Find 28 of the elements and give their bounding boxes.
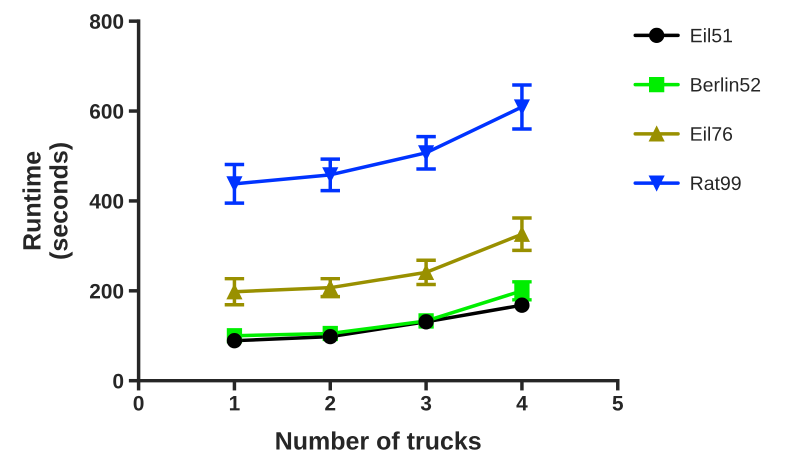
y-tick-label: 800 [90,14,124,29]
legend-label: Rat99 [691,176,741,190]
x-tick-label: 3 [420,396,432,411]
y-tick-label: 400 [90,194,124,209]
point [418,145,434,160]
point [226,176,242,192]
y-tick-label: 0 [113,374,124,388]
x-tick-label: 2 [325,396,336,410]
point [514,226,530,242]
x-axis-title: Number of trucks [276,431,481,450]
point [322,329,338,344]
point [514,298,530,313]
y-tick-label: 200 [90,284,124,299]
point [226,284,242,300]
x-tick-label: 4 [516,396,528,410]
point [322,280,338,296]
legend-label: Eil76 [691,126,732,141]
point [514,283,530,298]
x-tick-label: 1 [230,396,240,410]
point [226,333,242,348]
legend-label: Eil51 [691,28,732,42]
point [322,167,338,182]
point [418,264,434,280]
y-axis-title: Runtime (seconds) [22,143,73,259]
y-tick-label: 600 [90,104,124,119]
legend-label: Berlin52 [691,77,760,92]
x-tick-label: 0 [134,396,144,411]
x-tick-label: 5 [612,396,623,411]
